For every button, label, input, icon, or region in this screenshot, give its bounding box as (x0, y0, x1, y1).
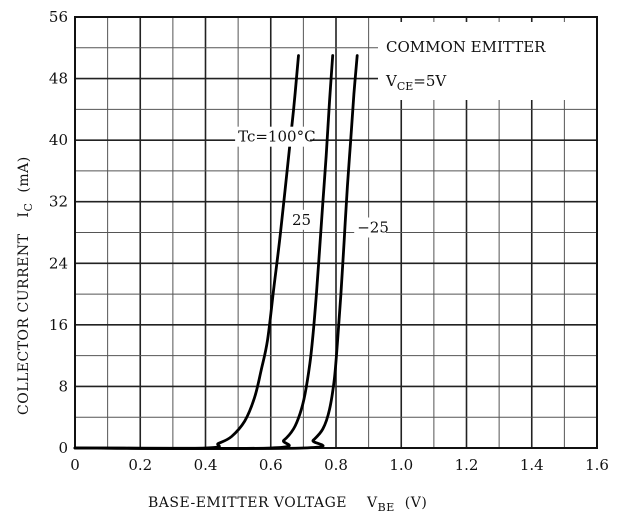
series-label-1: 25 (292, 211, 311, 229)
y-tick-label: 0 (58, 439, 68, 457)
y-tick-label: 24 (49, 254, 68, 272)
x-tick-label: 1.6 (585, 456, 609, 474)
legend-line-2: VCE=5V (385, 72, 447, 93)
legend-vce-symbol: V (385, 72, 398, 90)
x-tick-label: 0.8 (324, 456, 348, 474)
series-line-2 (73, 54, 359, 450)
x-axis-sub: BE (378, 501, 395, 514)
series-label-bg (288, 209, 313, 230)
tick-labels: 0 0.2 0.4 0.6 0.8 1.0 1.2 1.4 1.6 0 8 16 24 32 40 48 56 (49, 8, 609, 474)
series-labels: Tc=100°C 25 −25 (235, 126, 389, 238)
y-axis-label: COLLECTOR CURRENT IC (mA) (16, 156, 35, 415)
y-tick-label: 8 (58, 377, 68, 395)
x-tick-label: 1.4 (520, 456, 544, 474)
x-tick-label: 0.6 (259, 456, 283, 474)
y-tick-label: 32 (49, 193, 68, 211)
y-axis-sub: C (22, 203, 35, 212)
series-label-bg (235, 126, 310, 147)
axes (74, 16, 598, 449)
series-label-2: −25 (357, 219, 389, 237)
x-tick-label: 0 (70, 456, 80, 474)
plot-frame (74, 16, 598, 449)
x-tick-label: 0.2 (128, 456, 152, 474)
y-tick-label: 40 (49, 131, 68, 149)
x-axis-title: BASE-EMITTER VOLTAGE (148, 495, 347, 511)
series-line-0 (73, 54, 300, 450)
series-line-1 (73, 54, 335, 450)
y-axis-title: COLLECTOR CURRENT (16, 233, 32, 415)
y-axis-symbol: I (16, 212, 32, 218)
legend-box (378, 22, 596, 100)
legend-line-1: COMMON EMITTER (386, 38, 546, 56)
x-tick-label: 0.4 (194, 456, 218, 474)
x-tick-label: 1.0 (389, 456, 413, 474)
y-tick-label: 48 (49, 70, 68, 88)
x-tick-label: 1.2 (455, 456, 479, 474)
y-tick-label: 56 (49, 8, 68, 26)
series-curves (73, 54, 359, 450)
x-axis-symbol: V (366, 495, 378, 511)
x-axis-label: BASE-EMITTER VOLTAGE VBE (V) (148, 495, 427, 514)
y-tick-label: 16 (49, 316, 68, 334)
x-axis-unit: (V) (405, 495, 428, 511)
series-label-bg (354, 217, 387, 238)
legend-vce-sub: CE (397, 80, 413, 93)
series-label-0: Tc=100°C (238, 128, 315, 146)
legend-vce-value: =5V (413, 72, 447, 90)
y-axis-unit: (mA) (16, 156, 32, 192)
